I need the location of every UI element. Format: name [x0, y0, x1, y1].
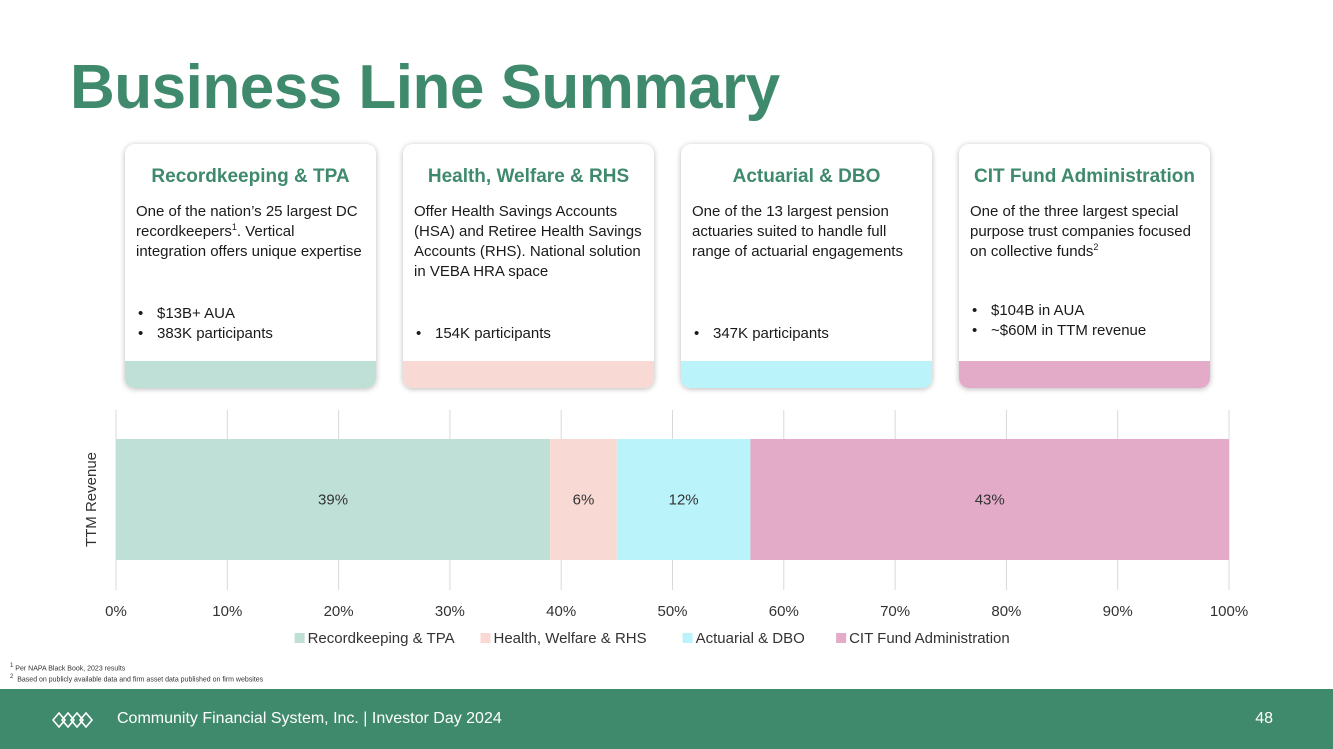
- data-label: 12%: [669, 492, 699, 509]
- legend-swatch: [836, 633, 847, 643]
- x-tick-label: 70%: [880, 603, 910, 620]
- card-title: CIT Fund Administration: [974, 166, 1195, 187]
- data-label: 43%: [975, 492, 1005, 509]
- footnote-2: 2 Based on publicly available data and f…: [10, 674, 264, 684]
- card-title: Actuarial & DBO: [732, 166, 881, 187]
- page-number: 48: [1255, 710, 1273, 727]
- bar-segment: [750, 439, 1229, 560]
- legend-swatch: [294, 633, 305, 643]
- page-title: Business Line Summary: [70, 53, 780, 122]
- legend-label: Actuarial & DBO: [696, 630, 805, 647]
- x-tick-label: 80%: [991, 603, 1021, 620]
- legend-swatch: [682, 633, 693, 643]
- card-health-welfare: Health, Welfare & RHS Offer Health Savin…: [403, 144, 654, 388]
- legend-swatch: [480, 633, 491, 643]
- card-recordkeeping: Recordkeeping & TPA One of the nation’s …: [125, 144, 376, 388]
- card-color-band: [959, 361, 1210, 388]
- legend-label: CIT Fund Administration: [849, 630, 1010, 647]
- legend-label: Health, Welfare & RHS: [494, 630, 647, 647]
- bar-segment: [550, 439, 617, 560]
- bullet-item: ~$60M in TTM revenue: [970, 321, 1200, 341]
- x-tick-label: 0%: [105, 603, 127, 620]
- bullet-item: $13B+ AUA: [136, 304, 366, 324]
- bar-segment: [116, 439, 551, 560]
- footnote-ref: 1: [231, 222, 237, 232]
- legend-label: Recordkeeping & TPA: [308, 630, 455, 647]
- x-tick-label: 90%: [1103, 603, 1133, 620]
- bullet-item: 383K participants: [136, 324, 366, 344]
- card-description: One of the 13 largest pension actuaries …: [692, 203, 903, 260]
- x-tick-label: 50%: [657, 603, 687, 620]
- footer-bar: Community Financial System, Inc. | Inves…: [0, 689, 1333, 749]
- bullet-item: $104B in AUA: [970, 301, 1200, 321]
- bullet-item: 154K participants: [414, 324, 644, 344]
- x-tick-label: 100%: [1210, 603, 1248, 620]
- footnotes: 1 Per NAPA Black Book, 2023 results 2 Ba…: [10, 662, 263, 685]
- card-actuarial: Actuarial & DBO One of the 13 largest pe…: [681, 144, 932, 388]
- card-color-band: [403, 361, 654, 388]
- card-color-band: [125, 361, 376, 388]
- card-bullets: 347K participants: [692, 324, 922, 344]
- card-bullets: $13B+ AUA 383K participants: [136, 304, 366, 344]
- card-cit-fund: CIT Fund Administration One of the three…: [959, 144, 1210, 388]
- data-label: 39%: [318, 492, 348, 509]
- footnote-ref: 2: [1093, 242, 1099, 252]
- card-color-band: [681, 361, 932, 388]
- footer-company: Community Financial System, Inc. | Inves…: [117, 710, 502, 727]
- x-tick-label: 60%: [769, 603, 799, 620]
- data-label: 6%: [573, 492, 595, 509]
- x-tick-label: 40%: [546, 603, 576, 620]
- knot-logo-icon: [50, 709, 94, 736]
- card-description: Offer Health Savings Accounts (HSA) and …: [414, 203, 642, 280]
- card-description: One of the nation’s 25 largest DC record…: [136, 203, 362, 260]
- bullet-item: 347K participants: [692, 324, 922, 344]
- footnote-1: 1 Per NAPA Black Book, 2023 results: [10, 663, 126, 673]
- x-tick-label: 10%: [212, 603, 242, 620]
- card-bullets: 154K participants: [414, 324, 644, 344]
- card-title: Health, Welfare & RHS: [427, 166, 630, 187]
- card-title: Recordkeeping & TPA: [151, 166, 350, 187]
- bar-segment: [616, 439, 751, 560]
- x-tick-label: 20%: [324, 603, 354, 620]
- revenue-stacked-bar-chart: 0% 10% 20% 30% 40% 50% 60% 70% 80% 90% 100% TTM Rev…: [83, 410, 1248, 647]
- y-axis-label: TTM Revenue: [83, 452, 100, 547]
- card-description: One of the three largest special purpose…: [970, 203, 1191, 260]
- x-tick-label: 30%: [435, 603, 465, 620]
- card-bullets: $104B in AUA ~$60M in TTM revenue: [970, 301, 1200, 341]
